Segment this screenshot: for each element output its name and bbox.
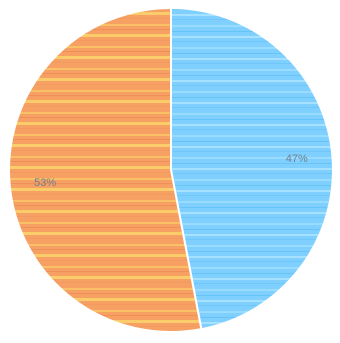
slice-label-0: 47% (286, 153, 308, 165)
pie-labels: 47% 53% (34, 153, 308, 189)
pie-slices (8, 6, 334, 333)
pie-slice-0 (170, 6, 334, 331)
pie-slice-1 (8, 6, 203, 333)
slice-label-1: 53% (34, 177, 56, 189)
